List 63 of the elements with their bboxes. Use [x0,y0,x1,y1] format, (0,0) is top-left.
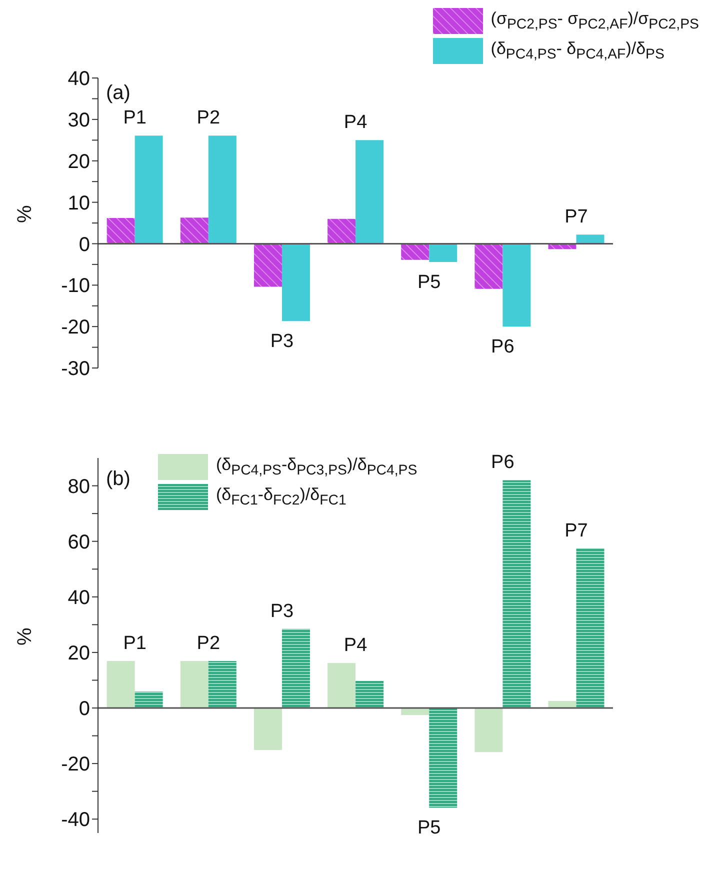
y-tick-label: -20 [61,754,90,776]
legend-label: (δ$_{PC4,PS}$- δ$_{PC4,AF}$)/δ$_{PS}$ [490,39,664,63]
bar [254,708,282,750]
y-tick-label: -10 [61,275,90,298]
bar [282,628,310,708]
bar [576,548,604,708]
bar [576,234,604,244]
bar [474,244,503,289]
x-tick-label: P5 [417,818,441,839]
bar [328,663,356,708]
bar [106,218,135,244]
bar [134,136,163,244]
bar [328,218,356,244]
legend-label: (δ$_{PC4,PS}$-δ$_{PC3,PS}$)/δ$_{PC4,PS}$ [216,455,418,479]
x-tick-label: P7 [564,206,588,228]
bar [180,218,208,244]
x-tick-label: P6 [491,336,514,358]
y-tick-label: 20 [68,642,90,665]
y-tick-label: 80 [68,476,90,498]
y-tick-label: 10 [68,192,90,214]
bar [134,692,163,708]
annotation: (b) [106,468,130,491]
y-tick-label: 0 [78,234,90,256]
annotation: (a) [106,82,130,105]
y-tick-label: 40 [68,586,90,609]
x-tick-label: P1 [123,633,146,654]
y-axis-title: % [14,628,36,646]
x-tick-label: P4 [344,112,368,134]
x-tick-label: P2 [196,633,220,654]
y-tick-label: -40 [61,809,90,832]
bar [429,244,458,262]
x-tick-label: P7 [564,520,588,542]
x-tick-label: P4 [344,635,368,656]
bar [548,701,576,708]
bar [180,661,208,708]
x-tick-label: P5 [417,272,441,293]
x-tick-label: P2 [196,108,220,129]
x-tick-label: P3 [270,331,294,352]
x-tick-label: P3 [270,600,294,622]
bar [282,244,310,322]
y-tick-label: -20 [61,316,90,339]
bar [401,244,430,260]
bar [208,661,236,708]
x-tick-label: P6 [491,452,514,474]
y-tick-label: 30 [68,110,90,132]
bar [502,244,531,327]
y-tick-label: 20 [68,150,90,173]
y-axis-title: % [14,205,36,223]
legend-label: (σ$_{PC2,PS}$- σ$_{PC2,AF}$)/σ$_{PC2,PS}$ [490,9,699,33]
legend-label: (δ$_{FC1}$-δ$_{FC2}$)/δ$_{FC1}$ [216,485,346,509]
bar [208,136,236,244]
bar [502,480,531,708]
x-tick-label: P1 [123,108,146,129]
bar [106,661,135,708]
y-tick-label: 0 [78,698,90,720]
y-tick-label: 60 [68,531,90,554]
y-tick-label: 40 [68,68,90,90]
bar [429,708,458,808]
bar [254,244,282,287]
y-tick-label: -30 [61,358,90,380]
bar [356,140,384,244]
bar [474,708,503,752]
bar [356,681,384,708]
